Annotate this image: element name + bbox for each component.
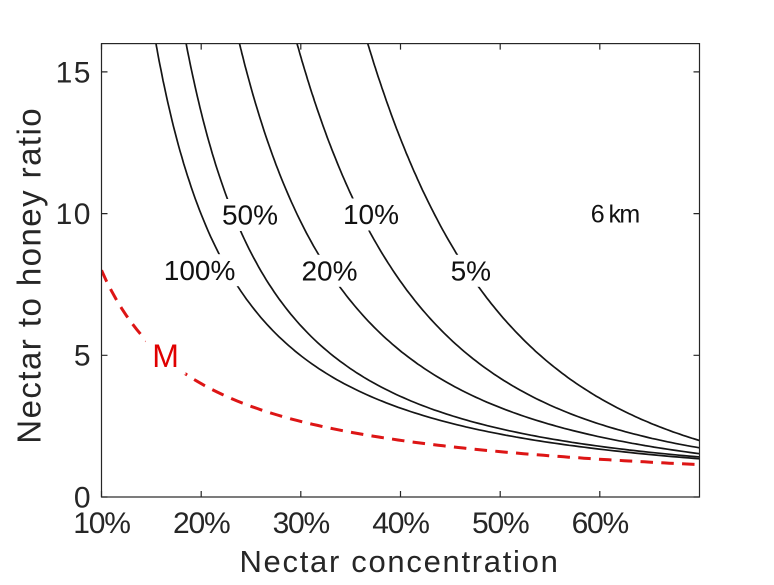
svg-text:20%: 20% [173,507,230,540]
svg-text:5%: 5% [451,256,491,287]
svg-text:30%: 30% [273,507,330,540]
svg-text:5: 5 [74,340,92,373]
svg-text:15: 15 [56,56,92,89]
svg-text:6 km: 6 km [591,201,640,229]
svg-text:10%: 10% [73,507,130,540]
svg-text:10: 10 [56,198,92,231]
svg-text:40%: 40% [372,507,429,540]
svg-text:M: M [152,338,179,374]
svg-text:100%: 100% [164,255,236,286]
svg-text:10%: 10% [343,199,399,230]
svg-text:50%: 50% [222,200,278,231]
svg-text:20%: 20% [301,256,357,287]
svg-text:50%: 50% [472,507,529,540]
svg-text:60%: 60% [572,507,629,540]
svg-text:Nectar to honey ratio: Nectar to honey ratio [11,107,48,444]
svg-text:0: 0 [74,481,92,514]
svg-text:Nectar concentration: Nectar concentration [239,544,559,579]
